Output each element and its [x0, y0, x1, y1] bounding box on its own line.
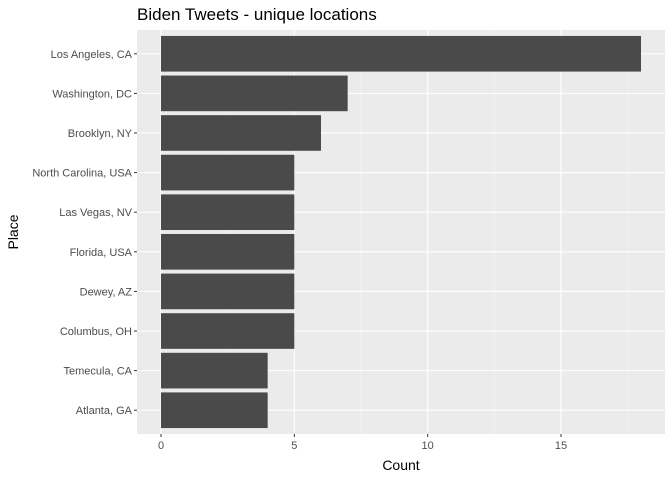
y-tick-label: Columbus, OH: [60, 326, 132, 338]
y-tick-label: Las Vegas, NV: [59, 207, 132, 219]
bar: [161, 273, 295, 310]
y-axis-ticks: Los Angeles, CA Washington, DC Brooklyn, N…: [32, 49, 137, 417]
bar: [161, 233, 295, 270]
bar: [161, 313, 295, 349]
y-tick-label: Los Angeles, CA: [51, 49, 133, 61]
y-axis-title: Place: [5, 214, 21, 249]
bar: [161, 35, 641, 72]
y-tick-label: Temecula, CA: [64, 366, 133, 378]
y-tick-label: Florida, USA: [70, 247, 133, 259]
x-axis-ticks: 0 5 10 15: [158, 434, 567, 452]
x-axis-title: Count: [382, 457, 419, 473]
bar: [161, 154, 295, 191]
x-tick-label: 5: [291, 440, 297, 452]
bar: [161, 115, 321, 151]
bar: [161, 392, 268, 429]
bars: [161, 35, 641, 429]
x-tick-label: 10: [422, 440, 434, 452]
bar: [161, 75, 348, 112]
chart-title: Biden Tweets - unique locations: [137, 5, 377, 24]
y-tick-label: Atlanta, GA: [76, 405, 133, 417]
y-tick-label: Washington, DC: [52, 88, 132, 100]
bar: [161, 352, 268, 389]
y-tick-label: North Carolina, USA: [32, 168, 132, 180]
y-tick-label: Brooklyn, NY: [68, 128, 133, 140]
bar: [161, 194, 295, 231]
x-tick-label: 15: [555, 440, 567, 452]
x-tick-label: 0: [158, 440, 164, 452]
y-tick-label: Dewey, AZ: [80, 286, 133, 298]
